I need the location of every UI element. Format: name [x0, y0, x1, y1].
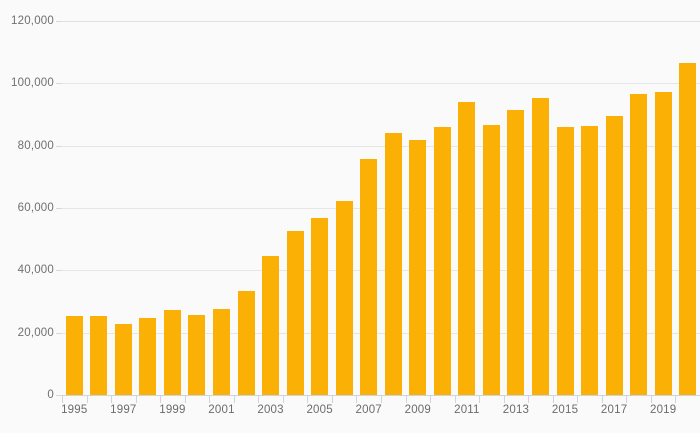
gridline	[62, 208, 700, 209]
x-axis-tick-mark	[504, 396, 505, 403]
bar-2013[interactable]	[507, 109, 525, 395]
y-axis-tick-mark	[56, 145, 62, 147]
x-axis-tick-label: 2001	[208, 404, 235, 416]
x-axis-tick-mark	[356, 396, 357, 403]
x-axis-tick-label: 2009	[404, 404, 431, 416]
bar-2019[interactable]	[654, 92, 672, 395]
bar-2015[interactable]	[556, 127, 574, 395]
bars-group	[62, 21, 700, 395]
x-axis-tick-mark	[651, 396, 652, 403]
gridline	[62, 145, 700, 147]
bar-2005[interactable]	[311, 218, 329, 395]
y-axis-tick-mark	[56, 270, 62, 272]
y-axis-tick-mark	[56, 83, 62, 85]
bar-2010[interactable]	[433, 127, 451, 395]
bar-1995[interactable]	[65, 316, 83, 395]
x-axis-tick-mark	[553, 396, 554, 403]
bar-2003[interactable]	[262, 255, 280, 395]
bar-2014[interactable]	[532, 98, 549, 395]
x-axis-tick-label: 2017	[600, 404, 628, 416]
bar-1999[interactable]	[163, 310, 181, 395]
x-axis-tick-mark	[185, 396, 186, 403]
x-axis-tick-mark	[307, 396, 308, 403]
x-axis-tick-mark	[209, 396, 210, 403]
y-axis-tick-label: 80,000	[17, 139, 54, 152]
bar-2004[interactable]	[286, 231, 304, 395]
x-axis-tick-label: 2011	[454, 404, 480, 416]
x-axis-tick-label: 2019	[649, 404, 677, 416]
y-axis-tick-mark	[56, 332, 62, 334]
gridline	[62, 270, 700, 272]
x-axis-tick-mark	[62, 396, 63, 403]
x-axis-tick-mark	[381, 396, 382, 403]
x-axis-tick-mark	[136, 396, 137, 403]
bar-1997[interactable]	[114, 323, 132, 395]
bar-2008[interactable]	[384, 133, 402, 395]
bar-1996[interactable]	[90, 316, 108, 395]
bar-2012[interactable]	[482, 125, 500, 395]
bar-2018[interactable]	[630, 94, 648, 395]
bar-2000[interactable]	[188, 314, 206, 395]
y-axis-tick-label: 120,000	[11, 15, 54, 27]
bar-2007[interactable]	[360, 158, 378, 395]
bar-2011[interactable]	[458, 102, 476, 395]
x-axis-tick-mark	[87, 396, 88, 403]
y-axis-tick-label: 0	[47, 389, 54, 401]
x-axis-tick-mark	[455, 396, 456, 403]
bar-2006[interactable]	[335, 200, 353, 395]
y-axis-tick-label: 100,000	[11, 77, 54, 90]
y-axis-tick-mark	[56, 208, 62, 209]
x-axis-tick-label: 1995	[61, 404, 88, 416]
gridline	[62, 21, 700, 22]
y-axis-tick-label: 20,000	[17, 326, 54, 339]
x-axis-tick-mark	[111, 396, 112, 403]
x-axis-tick-mark	[160, 396, 161, 403]
x-axis-tick-label: 2005	[306, 404, 333, 416]
x-axis-tick-label: 2013	[502, 404, 530, 416]
x-axis-tick-mark	[234, 396, 235, 403]
bar-1998[interactable]	[139, 317, 157, 395]
x-axis-tick-mark	[528, 396, 529, 403]
bar-2016[interactable]	[581, 126, 599, 395]
x-axis-tick-label: 1997	[110, 404, 137, 416]
x-axis-line	[62, 395, 700, 396]
x-axis-tick-label: 2015	[551, 404, 579, 416]
bar-2017[interactable]	[605, 116, 623, 395]
x-axis-tick-mark	[479, 396, 480, 403]
bar-2020[interactable]	[679, 62, 697, 395]
x-axis-tick-mark	[626, 396, 627, 403]
x-axis-tick-label: 2003	[257, 404, 284, 416]
x-axis-tick-mark	[602, 396, 603, 403]
x-axis-tick-mark	[258, 396, 259, 403]
bar-2002[interactable]	[237, 291, 255, 395]
x-axis-tick-mark	[430, 396, 431, 403]
plot-area	[62, 21, 700, 395]
y-axis-tick-mark	[56, 395, 62, 396]
bar-2009[interactable]	[409, 140, 427, 395]
gridline	[62, 332, 700, 334]
y-axis-tick-mark	[56, 21, 62, 22]
bar-2001[interactable]	[213, 309, 230, 395]
x-axis-tick-mark	[675, 396, 676, 403]
x-axis-tick-label: 2007	[355, 404, 382, 416]
x-axis-tick-mark	[577, 396, 578, 403]
gridline	[62, 83, 700, 85]
x-axis-tick-mark	[332, 396, 333, 403]
x-axis-tick-mark	[283, 396, 284, 403]
y-axis-tick-label: 40,000	[17, 264, 54, 277]
y-axis-tick-label: 60,000	[17, 202, 54, 214]
x-axis-tick-label: 1999	[159, 404, 186, 416]
x-axis-tick-mark	[406, 396, 407, 403]
